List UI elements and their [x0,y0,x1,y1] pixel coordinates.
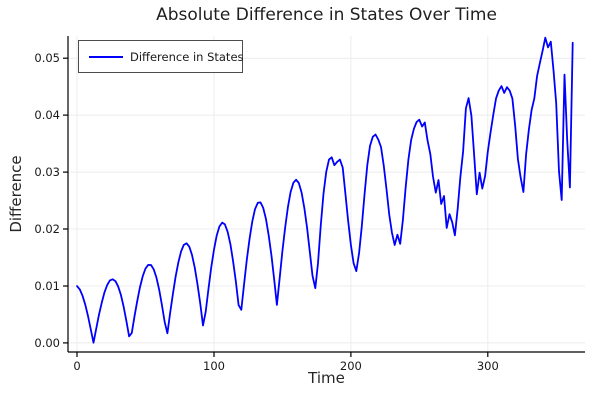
x-axis-label: Time [308,369,345,387]
y-axis-label: Difference [7,155,25,233]
legend-box: Difference in States [78,40,244,73]
legend-line-sample [89,55,123,58]
y-tick-label: 0.01 [34,279,60,293]
y-tick-label: 0.02 [34,222,60,236]
x-tick-label: 100 [203,359,225,373]
chart-title: Absolute Difference in States Over Time [156,5,497,25]
y-tick-label: 0.00 [34,336,60,350]
y-tick-label: 0.05 [34,51,60,65]
x-tick-label: 300 [477,359,499,373]
y-tick-label: 0.03 [34,165,60,179]
y-tick-label: 0.04 [34,108,60,122]
x-tick-label: 0 [73,359,80,373]
difference-line [76,36,574,344]
legend-label: Difference in States [130,49,244,64]
x-tick-label: 200 [340,359,362,373]
